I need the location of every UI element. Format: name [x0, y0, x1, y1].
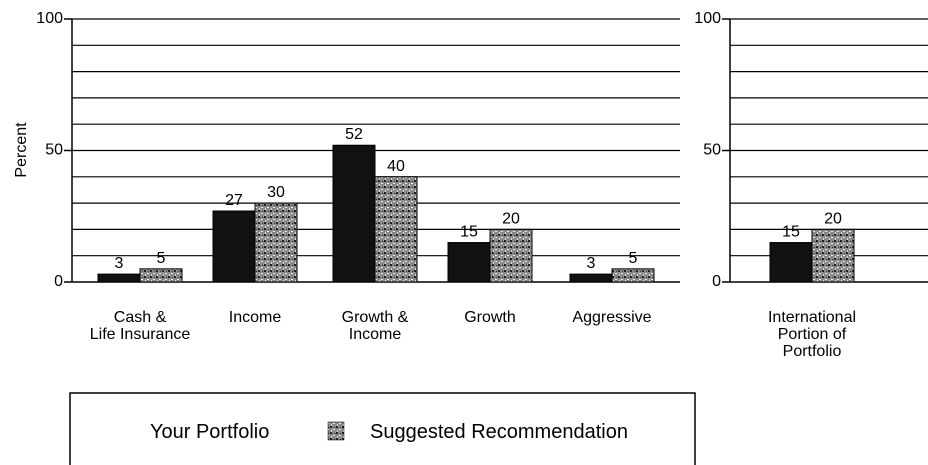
y-tick-label: 0 [54, 273, 63, 290]
x-tick-label: Income [229, 309, 282, 326]
x-tick-label: Aggressive [572, 309, 651, 326]
y-tick-label: 100 [694, 10, 721, 27]
data-label: 40 [387, 158, 405, 175]
bar [139, 268, 183, 283]
y-tick-label: 50 [45, 142, 63, 159]
bar [569, 273, 613, 283]
y-tick-label: 100 [36, 10, 63, 27]
data-label: 3 [115, 255, 124, 272]
legend-label: Your Portfolio [150, 421, 269, 443]
bar [611, 268, 655, 283]
bar [769, 242, 813, 283]
data-label: 20 [824, 210, 842, 227]
x-tick-label: Cash & Life Insurance [90, 309, 191, 343]
x-tick-label: Growth [464, 309, 516, 326]
bar [97, 273, 141, 283]
x-tick-label: Growth & Income [342, 309, 409, 343]
data-label: 20 [502, 210, 520, 227]
bar [489, 228, 533, 283]
data-label: 15 [782, 224, 800, 241]
bar [212, 210, 256, 283]
legend-label: Suggested Recommendation [370, 421, 628, 443]
y-axis-label: Percent [13, 122, 30, 178]
bar [811, 228, 855, 283]
data-label: 5 [629, 250, 638, 267]
legend-box [69, 392, 696, 465]
data-label: 3 [587, 255, 596, 272]
data-label: 15 [460, 224, 478, 241]
y-tick-label: 50 [703, 142, 721, 159]
x-tick-label: International Portion of Portfolio [768, 309, 856, 360]
bar [332, 144, 376, 283]
data-label: 27 [225, 192, 243, 209]
bar [374, 176, 418, 283]
data-label: 52 [345, 126, 363, 143]
legend-swatch [327, 421, 345, 441]
y-tick-label: 0 [712, 273, 721, 290]
data-label: 30 [267, 184, 285, 201]
bar [447, 242, 491, 283]
bar [254, 202, 298, 283]
data-label: 5 [157, 250, 166, 267]
